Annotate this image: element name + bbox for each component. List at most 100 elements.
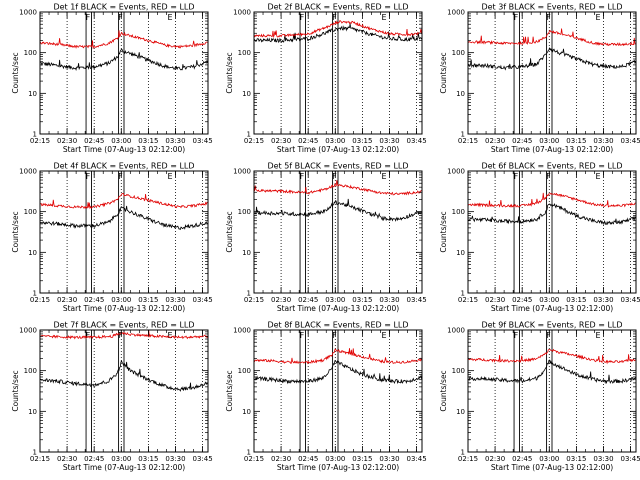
y-tick-label: 100 bbox=[24, 49, 37, 57]
x-tick-label: 02:15 bbox=[458, 455, 478, 463]
y-axis-label: Counts/sec bbox=[225, 370, 234, 411]
flag-label: F bbox=[118, 13, 123, 22]
x-tick-label: 02:15 bbox=[30, 296, 50, 304]
x-tick-label: 03:00 bbox=[325, 296, 345, 304]
x-tick-label: 02:30 bbox=[271, 137, 291, 145]
series-lld-line bbox=[467, 28, 636, 47]
flag-label: F bbox=[332, 331, 337, 340]
y-tick-label: 1 bbox=[247, 131, 251, 139]
x-tick-label: 03:00 bbox=[111, 137, 131, 145]
plot-frame bbox=[39, 329, 209, 453]
x-tick-label: 03:45 bbox=[192, 455, 212, 463]
y-axis-label: Counts/sec bbox=[439, 370, 448, 411]
panel-title: Det 1f BLACK = Events, RED = LLD bbox=[53, 3, 194, 12]
x-axis-label: Start Time (07-Aug-13 02:12:00) bbox=[491, 145, 613, 154]
panel-title: Det 2f BLACK = Events, RED = LLD bbox=[267, 3, 408, 12]
y-tick-label: 1000 bbox=[233, 168, 251, 176]
x-tick-label: 02:45 bbox=[512, 296, 532, 304]
x-tick-label: 02:45 bbox=[512, 455, 532, 463]
x-tick-label: 02:45 bbox=[512, 137, 532, 145]
y-axis-label: Counts/sec bbox=[225, 211, 234, 252]
flag-label: F bbox=[546, 13, 551, 22]
flag-label: E bbox=[168, 172, 173, 181]
x-tick-label: 03:45 bbox=[406, 137, 426, 145]
flag-label: F bbox=[118, 172, 123, 181]
flag-label: F bbox=[118, 331, 123, 340]
y-axis-label: Counts/sec bbox=[439, 52, 448, 93]
panel-title: Det 4f BLACK = Events, RED = LLD bbox=[53, 162, 194, 171]
x-tick-label: 02:30 bbox=[485, 296, 505, 304]
series-events-line bbox=[467, 47, 636, 71]
y-tick-label: 1 bbox=[247, 290, 251, 298]
x-tick-label: 03:00 bbox=[111, 296, 131, 304]
y-axis-label: Counts/sec bbox=[225, 52, 234, 93]
x-tick-label: 02:15 bbox=[244, 296, 264, 304]
x-tick-label: 03:30 bbox=[593, 296, 613, 304]
y-tick-label: 100 bbox=[24, 367, 37, 375]
series-lld-line bbox=[39, 193, 208, 210]
x-tick-label: 02:45 bbox=[298, 137, 318, 145]
y-tick-label: 100 bbox=[452, 208, 465, 216]
flag-label: E bbox=[168, 13, 173, 22]
flag-label: F bbox=[546, 331, 551, 340]
y-tick-label: 1000 bbox=[233, 327, 251, 335]
x-tick-label: 03:30 bbox=[165, 137, 185, 145]
x-axis-label: Start Time (07-Aug-13 02:12:00) bbox=[277, 145, 399, 154]
panel-title: Det 3f BLACK = Events, RED = LLD bbox=[481, 3, 622, 12]
x-tick-label: 03:00 bbox=[325, 455, 345, 463]
x-axis-label: Start Time (07-Aug-13 02:12:00) bbox=[491, 463, 613, 472]
x-tick-label: 03:15 bbox=[138, 137, 158, 145]
y-tick-label: 1000 bbox=[447, 327, 465, 335]
flag-label: E bbox=[382, 331, 387, 340]
x-tick-label: 02:45 bbox=[298, 455, 318, 463]
series-events-line bbox=[253, 23, 422, 44]
x-tick-label: 03:45 bbox=[406, 455, 426, 463]
y-tick-label: 1000 bbox=[19, 168, 37, 176]
y-tick-label: 1 bbox=[247, 449, 251, 457]
y-tick-label: 1 bbox=[461, 449, 465, 457]
x-tick-label: 02:15 bbox=[458, 296, 478, 304]
flag-label: E bbox=[596, 13, 601, 22]
series-lld-line bbox=[467, 192, 636, 208]
x-axis-label: Start Time (07-Aug-13 02:12:00) bbox=[63, 145, 185, 154]
flag-label: F bbox=[546, 172, 551, 181]
flag-label: E bbox=[382, 172, 387, 181]
flag-label: E bbox=[168, 331, 173, 340]
x-tick-label: 03:00 bbox=[111, 455, 131, 463]
y-axis-label: Counts/sec bbox=[439, 211, 448, 252]
series-events-line bbox=[39, 360, 208, 392]
x-tick-label: 02:15 bbox=[30, 455, 50, 463]
x-tick-label: 02:45 bbox=[84, 455, 104, 463]
y-tick-label: 1000 bbox=[19, 327, 37, 335]
flag-label: F bbox=[86, 13, 91, 22]
panel-title: Det 6f BLACK = Events, RED = LLD bbox=[481, 162, 622, 171]
series-lld-line bbox=[253, 180, 422, 196]
y-tick-label: 10 bbox=[456, 408, 465, 416]
y-tick-label: 1 bbox=[461, 131, 465, 139]
x-tick-label: 03:30 bbox=[593, 137, 613, 145]
x-tick-label: 03:15 bbox=[138, 455, 158, 463]
plot-frame bbox=[253, 329, 423, 453]
series-events-line bbox=[39, 205, 208, 231]
panel-title: Det 8f BLACK = Events, RED = LLD bbox=[267, 321, 408, 330]
flag-label: F bbox=[514, 331, 519, 340]
x-tick-label: 03:15 bbox=[566, 455, 586, 463]
y-axis-label: Counts/sec bbox=[11, 211, 20, 252]
x-tick-label: 02:30 bbox=[57, 455, 77, 463]
x-axis-label: Start Time (07-Aug-13 02:12:00) bbox=[277, 304, 399, 313]
x-tick-label: 03:30 bbox=[379, 296, 399, 304]
y-tick-label: 100 bbox=[452, 367, 465, 375]
x-tick-label: 03:15 bbox=[352, 137, 372, 145]
x-tick-label: 03:00 bbox=[325, 137, 345, 145]
x-tick-label: 02:30 bbox=[271, 296, 291, 304]
y-tick-label: 10 bbox=[28, 90, 37, 98]
x-tick-label: 03:15 bbox=[566, 296, 586, 304]
x-tick-label: 02:30 bbox=[485, 137, 505, 145]
series-events-line bbox=[467, 202, 636, 226]
series-events-line bbox=[39, 48, 208, 72]
x-tick-label: 03:00 bbox=[539, 296, 559, 304]
